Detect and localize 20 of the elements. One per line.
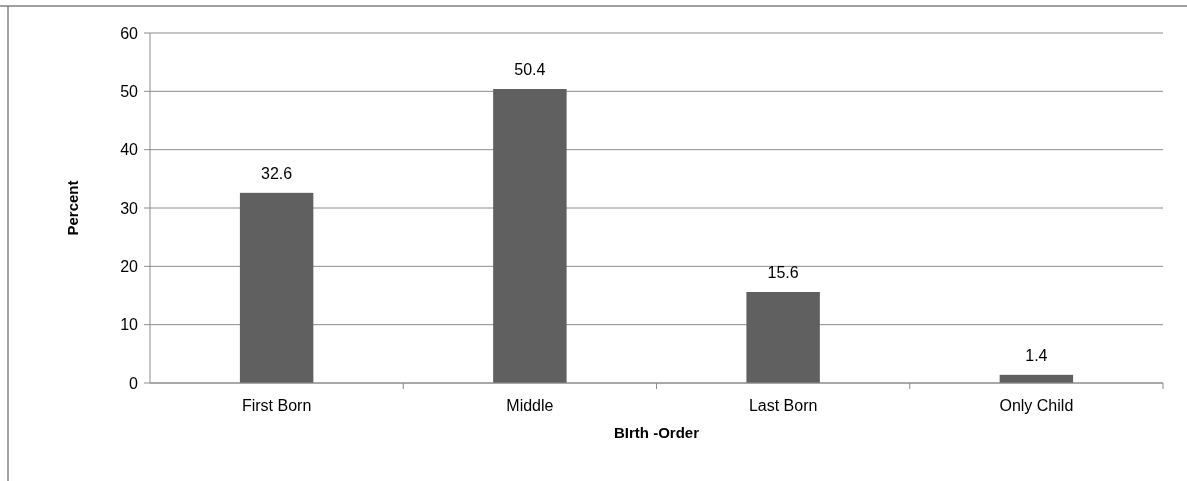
x-tick-label: Last Born [748,397,818,414]
y-tick-label: 0 [129,374,139,392]
bar [746,292,820,383]
bar [493,89,567,383]
data-label: 1.4 [1025,346,1048,364]
y-tick-label: 20 [120,257,139,275]
data-label: 15.6 [767,264,799,281]
y-tick-label: 30 [120,199,139,217]
y-tick-label: 60 [120,24,139,42]
data-label: 32.6 [261,164,293,182]
x-tick-label: Middle [506,397,554,414]
x-axis-title: BIrth -Order [613,424,700,441]
y-tick-label: 50 [120,82,139,100]
data-label: 50.4 [514,61,546,78]
y-axis-title: Percent [64,180,81,236]
x-tick-label: First Born [241,397,312,414]
y-tick-label: 40 [120,141,139,159]
y-tick-label: 10 [120,316,139,334]
bar [239,192,314,383]
x-tick-label: Only Child [999,397,1074,414]
